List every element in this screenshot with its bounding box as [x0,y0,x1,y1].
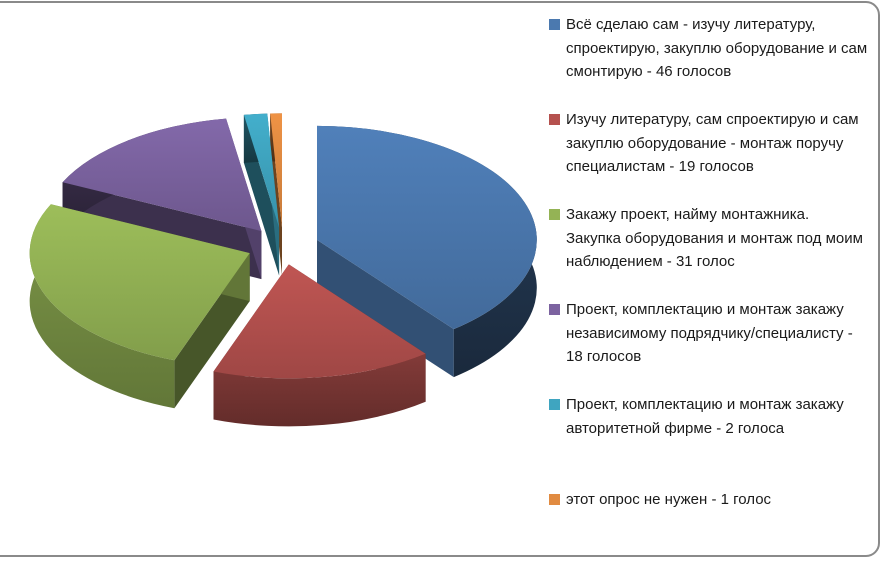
slice-top [243,113,280,228]
legend: Всё сделаю сам - изучу литературу, спрое… [549,13,869,583]
legend-label: этот опрос не нужен - 1 голос [566,491,772,508]
pie-slice-2 [29,204,250,409]
legend-item: Закажу проект, найму монтажника. Закупка… [549,203,869,298]
pie-slice-0 [317,125,537,378]
legend-item: Изучу литературу, сам спроектирую и сам … [549,108,869,203]
legend-label: Проект, комплектацию и монтаж закажу нез… [566,301,853,365]
slice-side-outer [29,204,175,409]
slice-top [62,118,262,232]
legend-swatch-icon [549,399,560,410]
pie-chart [29,113,537,427]
legend-label: Закажу проект, найму монтажника. Закупка… [566,206,863,270]
legend-label: Изучу литературу, сам спроектирую и сам … [566,111,859,175]
legend-item: Проект, комплектацию и монтаж закажу авт… [549,393,869,488]
legend-swatch-icon [549,114,560,125]
pie-slice-1 [213,264,426,427]
legend-item: Проект, комплектацию и монтаж закажу нез… [549,298,869,393]
slice-top [29,204,250,361]
legend-swatch-icon [549,19,560,30]
slice-top [317,125,537,330]
legend-label: Всё сделаю сам - изучу литературу, спрое… [566,16,868,80]
legend-swatch-icon [549,304,560,315]
slice-top [270,113,282,228]
slice-top [213,264,426,379]
legend-swatch-icon [549,209,560,220]
legend-item: Всё сделаю сам - изучу литературу, спрое… [549,13,869,108]
pie-slice-4 [243,113,280,276]
legend-label: Проект, комплектацию и монтаж закажу авт… [566,396,844,437]
legend-swatch-icon [549,494,560,505]
pie-slice-3 [62,118,262,280]
slice-side-outer [213,353,426,427]
legend-item: этот опрос не нужен - 1 голос [549,488,869,583]
chart-container: Всё сделаю сам - изучу литературу, спрое… [0,0,882,559]
slice-side-end [317,239,454,378]
